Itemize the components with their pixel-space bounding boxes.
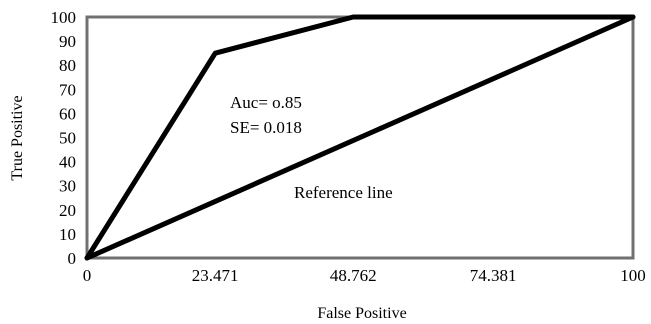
y-tick-label: 20 — [59, 201, 76, 220]
x-tick-label: 74.381 — [470, 266, 517, 285]
y-tick-label: 0 — [68, 249, 77, 268]
y-tick-label: 30 — [59, 177, 76, 196]
auc-annotation: Auc= o.85 — [230, 93, 302, 112]
se-annotation: SE= 0.018 — [230, 118, 302, 137]
reference-line-label: Reference line — [294, 183, 393, 202]
roc-curve-line — [84, 14, 636, 261]
y-tick-label: 70 — [59, 80, 76, 99]
x-tick-label: 48.762 — [330, 266, 377, 285]
y-tick-label: 40 — [59, 153, 76, 172]
y-tick-label: 100 — [51, 8, 77, 27]
y-tick-label: 50 — [59, 129, 76, 148]
x-axis-title: False Positive — [317, 305, 406, 322]
y-tick-label: 90 — [59, 32, 76, 51]
x-tick-label: 0 — [83, 266, 92, 285]
x-tick-label: 23.471 — [192, 266, 239, 285]
x-tick-label: 100 — [620, 266, 646, 285]
y-axis-title: True Positive — [9, 95, 26, 180]
y-tick-label: 80 — [59, 56, 76, 75]
reference-line — [84, 14, 636, 261]
y-tick-label: 10 — [59, 225, 76, 244]
y-tick-label: 60 — [59, 104, 76, 123]
